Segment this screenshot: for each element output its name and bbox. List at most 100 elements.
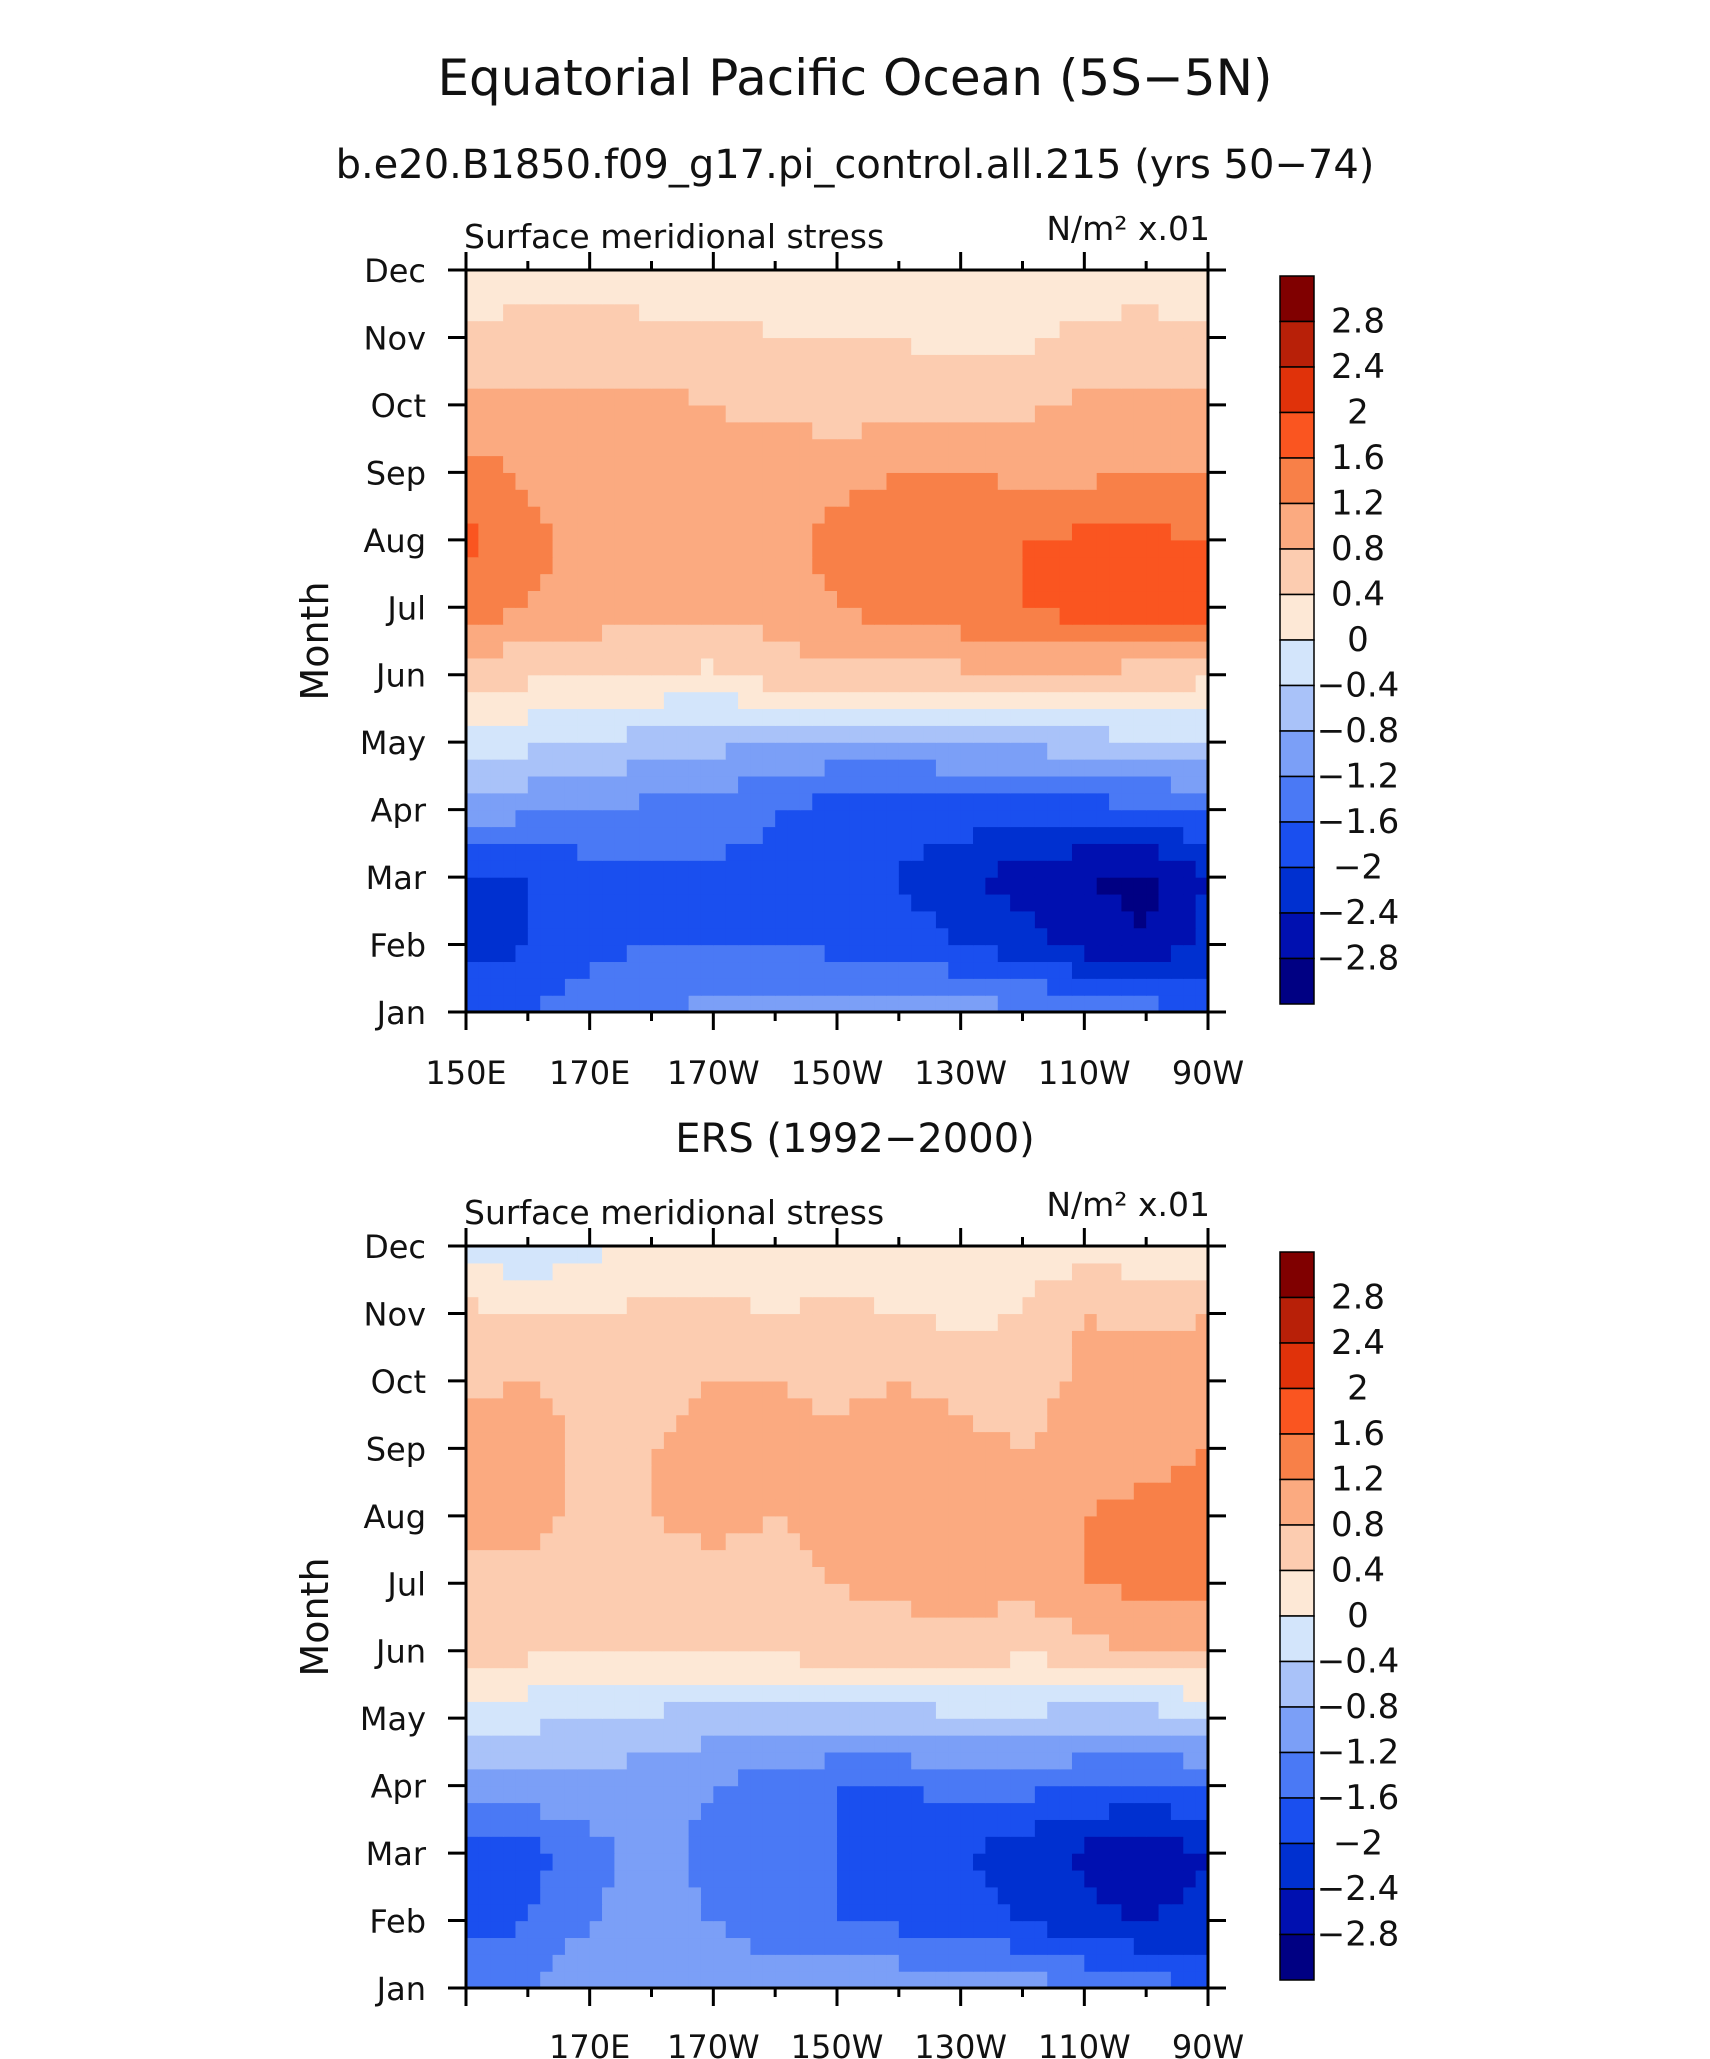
heat-cell [997, 927, 1011, 946]
heat-cell [577, 860, 591, 878]
heat-cell [577, 775, 591, 794]
heat-cell [1084, 978, 1098, 996]
heat-cell [1084, 1600, 1098, 1618]
heat-cell [651, 489, 665, 507]
heat-cell [1010, 995, 1024, 1013]
heat-cell [824, 893, 838, 912]
heat-cell [985, 1667, 999, 1686]
heat-cell [738, 1515, 752, 1534]
heat-cell [663, 371, 677, 389]
heat-cell [466, 860, 479, 878]
heat-cell [1183, 1735, 1197, 1753]
heat-cell [527, 1836, 541, 1854]
heat-cell [676, 1903, 690, 1922]
heat-cell [775, 1920, 789, 1939]
heat-cell [688, 1853, 702, 1871]
heat-cell [626, 1498, 640, 1517]
heat-cell [861, 691, 875, 710]
heat-cell [602, 809, 615, 828]
heat-cell [750, 860, 764, 878]
heat-cell [1158, 1364, 1172, 1382]
heat-cell [1170, 826, 1184, 844]
heat-cell [948, 1515, 962, 1534]
heat-cell [960, 1667, 974, 1686]
heat-cell [651, 1920, 665, 1939]
heat-cell [861, 674, 875, 693]
heat-cell [1183, 506, 1197, 524]
heat-cell [676, 1566, 690, 1584]
heat-cell [1071, 944, 1085, 963]
heat-cell [1034, 1650, 1048, 1669]
heat-cell [651, 354, 665, 372]
heat-cell [812, 388, 826, 406]
heat-cell [973, 1498, 986, 1517]
heat-cell [1170, 455, 1184, 473]
heat-cell [849, 1853, 863, 1871]
heat-cell [787, 843, 801, 861]
heat-cell [1059, 472, 1073, 490]
heat-cell [824, 1667, 838, 1686]
heat-cell [738, 708, 752, 726]
heat-cell [515, 1937, 529, 1955]
heat-cell [960, 489, 974, 507]
heat-cell [663, 539, 677, 558]
heat-cell [812, 472, 826, 490]
heat-cell [1010, 657, 1024, 676]
heat-cell [1096, 792, 1110, 811]
heat-cell [490, 1650, 504, 1669]
heat-cell [911, 1802, 925, 1820]
heat-cell [1059, 1633, 1073, 1652]
heat-cell [762, 725, 776, 743]
heat-cell [1084, 421, 1098, 440]
heat-cell [849, 522, 863, 541]
heat-cell [589, 556, 603, 575]
heat-cell [540, 1819, 554, 1837]
heat-cell [775, 961, 789, 979]
heat-cell [577, 1684, 591, 1702]
heat-cell [1146, 472, 1160, 490]
heat-cell [1034, 826, 1048, 844]
heat-cell [478, 1380, 492, 1399]
heat-cell [799, 421, 813, 440]
heat-cell [812, 556, 826, 575]
heat-cell [1121, 1836, 1135, 1854]
heat-cell [1146, 792, 1160, 811]
heat-cell [738, 624, 752, 642]
heat-cell [540, 1600, 554, 1618]
heat-cell [1010, 691, 1024, 710]
heat-cell [973, 1802, 986, 1820]
heat-cell [898, 388, 912, 406]
heat-cell [948, 303, 962, 322]
heat-cell [960, 1498, 974, 1517]
heat-cell [564, 1465, 578, 1483]
heat-cell [935, 1701, 949, 1719]
heat-cell [985, 590, 999, 608]
heat-cell [515, 1954, 529, 1972]
heat-cell [738, 1414, 752, 1433]
heat-cell [639, 725, 653, 743]
heat-cell [564, 1364, 578, 1382]
heat-cell [973, 978, 986, 996]
heat-cell [688, 371, 702, 389]
heat-cell [762, 1397, 776, 1416]
heat-cell [1047, 961, 1061, 979]
heat-cell [1010, 1954, 1024, 1972]
heat-cell [824, 1718, 838, 1736]
heat-cell [527, 539, 541, 558]
heat-cell [688, 1802, 702, 1820]
heat-cell [589, 489, 603, 507]
heat-cell [1170, 792, 1184, 811]
heat-cell [985, 404, 999, 423]
heat-cell [676, 556, 690, 575]
heat-cell [1109, 927, 1123, 946]
heat-cell [552, 1448, 566, 1466]
heat-cell [564, 893, 578, 912]
heat-cell [1146, 1364, 1160, 1382]
heat-cell [552, 978, 566, 996]
heat-cell [589, 691, 603, 710]
heat-cell [1096, 1650, 1110, 1669]
heat-cell [1071, 388, 1085, 406]
heat-cell [837, 1684, 850, 1702]
heat-cell [1022, 573, 1036, 592]
heat-cell [527, 1903, 541, 1922]
